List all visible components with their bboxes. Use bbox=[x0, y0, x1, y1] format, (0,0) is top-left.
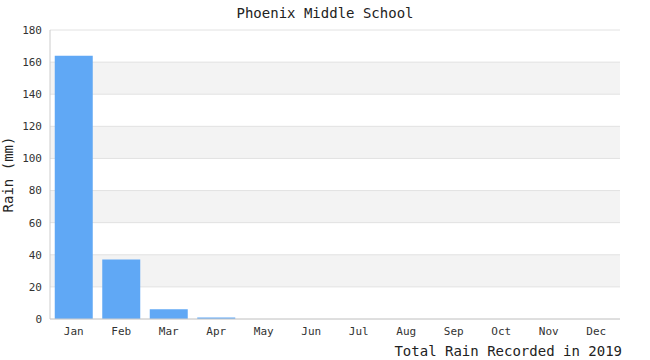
svg-text:Oct: Oct bbox=[491, 325, 511, 338]
svg-text:80: 80 bbox=[29, 184, 42, 197]
svg-text:40: 40 bbox=[29, 249, 42, 262]
svg-text:120: 120 bbox=[22, 120, 42, 133]
svg-text:May: May bbox=[254, 325, 274, 338]
svg-text:60: 60 bbox=[29, 217, 42, 230]
svg-text:Dec: Dec bbox=[586, 325, 606, 338]
svg-text:Sep: Sep bbox=[444, 325, 464, 338]
svg-text:160: 160 bbox=[22, 56, 42, 69]
html-text:Phoenix Middle School: Phoenix Middle School bbox=[236, 5, 414, 21]
svg-text:Aug: Aug bbox=[396, 325, 416, 338]
svg-text:Apr: Apr bbox=[206, 325, 226, 338]
svg-text:Rain (mm): Rain (mm) bbox=[8, 137, 16, 213]
svg-text:Mar: Mar bbox=[159, 325, 179, 338]
svg-text:Nov: Nov bbox=[539, 325, 559, 338]
svg-text:Jul: Jul bbox=[349, 325, 369, 338]
svg-text:20: 20 bbox=[29, 281, 42, 294]
svg-text:Jan: Jan bbox=[64, 325, 84, 338]
svg-text:100: 100 bbox=[22, 152, 42, 165]
svg-text:0: 0 bbox=[35, 313, 42, 326]
svg-text:Feb: Feb bbox=[111, 325, 131, 338]
svg-text:180: 180 bbox=[22, 24, 42, 37]
svg-text:Jun: Jun bbox=[301, 325, 321, 338]
html-text:Total Rain Recorded in 2019: Total Rain Recorded in 2019 bbox=[394, 343, 622, 359]
svg-text:140: 140 bbox=[22, 88, 42, 101]
